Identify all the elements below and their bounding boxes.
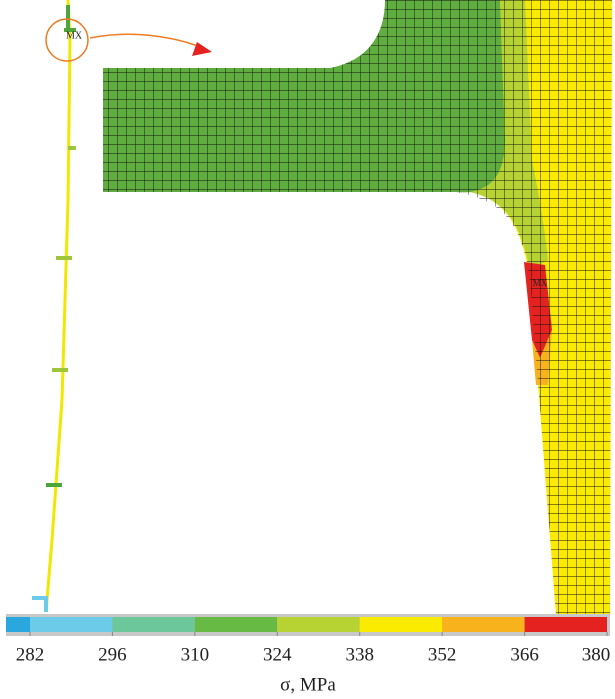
colorbar-band [112, 617, 194, 632]
colorbar-band [30, 617, 112, 632]
x-tick-label: 282 [16, 644, 45, 665]
colorbar-band [277, 617, 359, 632]
x-tick-label: 310 [181, 644, 210, 665]
shell [46, 0, 70, 612]
figure: MX MX σ, MPa 282 296 310 324 338 352 366 380 [0, 0, 615, 699]
x-tick-label: 324 [263, 644, 292, 665]
foot [32, 598, 46, 612]
annotation: MX [533, 278, 548, 288]
x-tick-label: 338 [345, 644, 374, 665]
mesh-overlay [103, 0, 612, 615]
x-tick-label: 296 [98, 644, 127, 665]
x-tick-label: 380 [582, 644, 611, 665]
annotation: MX [66, 30, 83, 41]
colorbar-band [525, 617, 607, 632]
colorbar-band [442, 617, 524, 632]
x-tick-label: 366 [510, 644, 539, 665]
colorbar-underflow [6, 617, 30, 632]
fe-model: MX MX [32, 0, 612, 615]
colorbar-band [360, 617, 442, 632]
x-tick-label: 352 [428, 644, 457, 665]
colorbar-band [195, 617, 277, 632]
arrow [90, 34, 198, 46]
x-axis-label: σ, MPa [280, 674, 336, 695]
arrowhead [192, 42, 212, 56]
